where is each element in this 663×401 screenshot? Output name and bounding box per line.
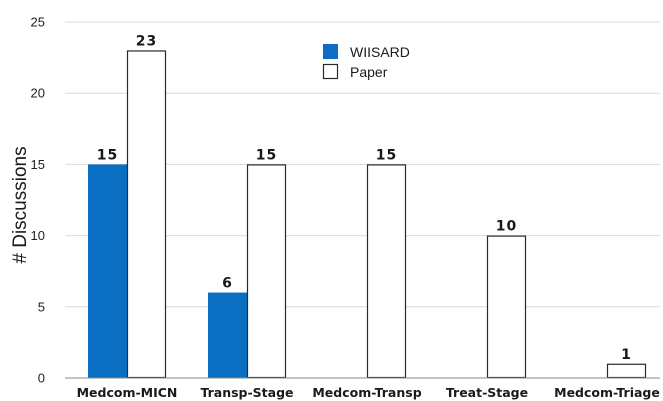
x-category-label: Medcom-Triage	[554, 385, 660, 400]
y-tick-label: 15	[31, 157, 45, 172]
bars	[88, 50, 647, 379]
legend-swatch-paper	[322, 63, 339, 80]
bar-paper-medcom-micn	[126, 50, 167, 379]
value-label-paper-transp-stage: 15	[256, 147, 277, 163]
value-label-wiisard-transp-stage: 6	[222, 276, 233, 292]
x-category-label: Medcom-Transp	[312, 385, 421, 400]
x-category-label: Medcom-MICN	[77, 385, 178, 400]
legend-swatch-wiisard	[323, 44, 338, 59]
value-label-paper-medcom-micn: 23	[136, 33, 157, 49]
legend-label-wiisard: WIISARD	[350, 44, 410, 60]
legend-label-paper: Paper	[350, 64, 388, 80]
y-tick-label: 25	[31, 15, 45, 30]
y-axis-label: # Discussions	[10, 146, 31, 263]
x-axis-category-labels: Medcom-MICN Transp-Stage Medcom-Transp Trea…	[77, 385, 660, 400]
y-axis-ticks: 0 5 10 15 20 25	[31, 15, 45, 386]
bar-paper-medcom-triage	[606, 363, 647, 379]
value-label-paper-treat-stage: 10	[496, 219, 517, 235]
x-category-label: Treat-Stage	[446, 385, 528, 400]
value-labels: 15 23 6 15 15 10 1	[97, 33, 632, 363]
bar-paper-treat-stage	[486, 235, 527, 379]
x-category-label: Transp-Stage	[200, 385, 293, 400]
bar-paper-transp-stage	[246, 164, 287, 379]
y-tick-label: 5	[38, 299, 45, 314]
y-tick-label: 0	[38, 371, 45, 386]
value-label-wiisard-medcom-micn: 15	[97, 147, 118, 163]
value-label-paper-medcom-triage: 1	[621, 347, 632, 363]
y-tick-label: 10	[31, 228, 45, 243]
bar-wiisard-medcom-micn	[88, 164, 127, 378]
value-label-paper-medcom-transp: 15	[376, 147, 397, 163]
y-tick-label: 20	[31, 86, 45, 101]
legend: WIISARD Paper	[322, 44, 410, 80]
bar-wiisard-transp-stage	[208, 292, 247, 378]
bar-paper-medcom-transp	[366, 164, 407, 379]
